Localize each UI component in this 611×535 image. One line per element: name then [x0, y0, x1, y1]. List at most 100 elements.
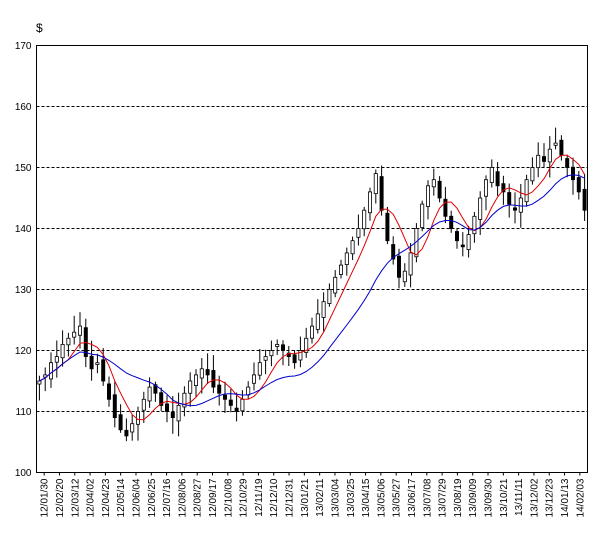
x-tick-label: 13/03/04: [330, 478, 341, 517]
candle: [159, 387, 164, 412]
candle: [507, 183, 512, 218]
candle: [321, 292, 326, 332]
x-tick-label: 13/04/15: [361, 478, 372, 517]
x-tick-label: 13/07/08: [422, 478, 433, 517]
candle: [304, 327, 309, 358]
candle: [542, 143, 546, 168]
candle: [362, 206, 367, 237]
candle-body-up: [72, 331, 77, 338]
candle: [199, 358, 204, 394]
candle: [95, 353, 100, 374]
candle-body-up: [333, 276, 338, 294]
candle: [536, 142, 541, 178]
candle: [489, 159, 494, 188]
candle: [78, 312, 82, 349]
y-tick-100: 100: [15, 468, 32, 479]
candle-body-down: [124, 429, 129, 437]
x-tick-label: 12/12/10: [269, 478, 280, 517]
candle-body-down: [507, 192, 512, 205]
candle-body-down: [513, 207, 517, 211]
candle: [484, 175, 488, 211]
candlesticks: [37, 127, 587, 442]
x-tick-label: 12/05/14: [116, 478, 127, 517]
candle-body-up: [95, 362, 100, 365]
candle-body-up: [339, 264, 343, 275]
candle-body-up: [304, 337, 309, 353]
unit-label: $: [36, 21, 43, 35]
candle-body-down: [217, 384, 222, 394]
candle: [443, 186, 448, 224]
candle-body-down: [281, 344, 285, 351]
x-tick-label: 12/08/06: [177, 478, 188, 517]
x-tick-label: 12/10/08: [223, 478, 234, 517]
candle: [472, 212, 477, 243]
candle-body-down: [101, 359, 106, 382]
candle: [269, 340, 274, 367]
x-tick-label: 13/11/11: [514, 478, 525, 516]
candle-body-up: [176, 404, 181, 422]
candle-body-down: [455, 231, 459, 242]
candle-body-down: [118, 414, 123, 431]
ma-short-line: [39, 154, 586, 421]
x-tick-label: 13/12/23: [545, 478, 556, 517]
candle-body-up: [408, 252, 413, 276]
candle-body-up: [60, 343, 65, 359]
candle-body-down: [292, 354, 297, 364]
candle: [275, 339, 280, 356]
y-axis: 100 110 120 130 140 150 160 170: [15, 41, 32, 479]
candle: [60, 330, 65, 367]
candle: [344, 247, 349, 276]
x-tick-label: 13/03/25: [346, 478, 357, 517]
candle-body-up: [530, 167, 535, 182]
candle: [182, 386, 187, 417]
candle-body-down: [170, 411, 175, 419]
x-tick-label: 12/03/12: [70, 478, 81, 517]
y-tick-140: 140: [15, 224, 32, 235]
candle-body-down: [460, 244, 465, 248]
candle: [112, 381, 117, 428]
candle-body-down: [571, 166, 575, 181]
candle: [252, 362, 256, 391]
candle: [431, 168, 436, 196]
candle: [524, 174, 529, 207]
x-tick-label: 12/10/29: [239, 478, 250, 517]
candle: [281, 340, 285, 366]
candle-body-down: [449, 215, 454, 229]
candle-body-up: [194, 374, 198, 386]
candle: [582, 173, 587, 221]
candle-body-down: [89, 355, 94, 370]
candle-body-up: [484, 179, 488, 197]
candle: [565, 154, 570, 178]
candle: [188, 372, 193, 407]
candle-body-up: [257, 362, 262, 376]
candle-body-up: [327, 289, 332, 304]
candle-body-down: [205, 369, 210, 376]
candle: [339, 259, 343, 279]
candle-body-down: [565, 158, 570, 168]
x-tick-label: 13/09/30: [484, 478, 495, 517]
candle-body-down: [385, 212, 390, 242]
candle-body-up: [478, 197, 483, 220]
x-tick-label: 13/02/11: [315, 478, 326, 517]
y-tick-160: 160: [15, 102, 32, 113]
candle-body-down: [495, 171, 500, 187]
candle: [223, 381, 227, 414]
candle-body-down: [379, 176, 384, 211]
candle: [176, 392, 181, 437]
candle: [513, 192, 517, 224]
candle-body-down: [437, 180, 442, 199]
candle-body-up: [246, 386, 251, 396]
candle-body-up: [298, 350, 303, 361]
candle-body-up: [344, 252, 349, 266]
candle: [385, 206, 390, 245]
candle-body-up: [356, 228, 361, 238]
candle-body-up: [536, 154, 541, 169]
candle-body-up: [350, 240, 355, 255]
y-tick-120: 120: [15, 346, 32, 357]
candle-body-up: [240, 398, 245, 412]
candle: [455, 227, 459, 249]
candle: [66, 332, 71, 357]
y-tick-150: 150: [15, 163, 32, 174]
